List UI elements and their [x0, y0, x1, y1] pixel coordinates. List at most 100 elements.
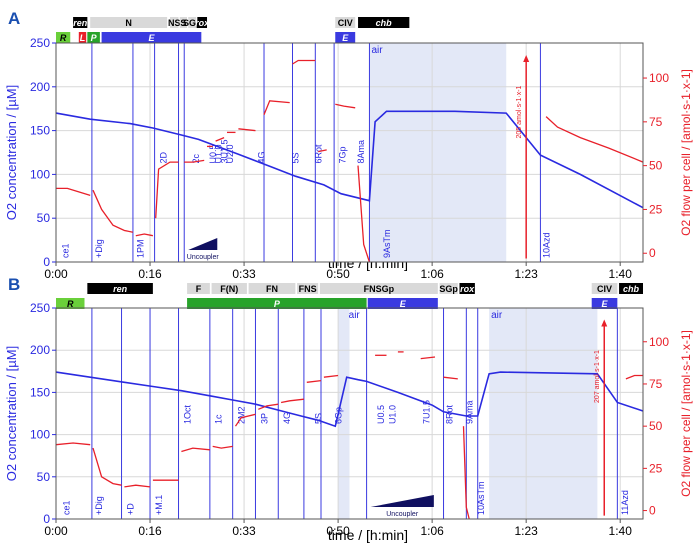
y-tick-label-right: 0 [649, 246, 656, 260]
event-label: +Dig [94, 239, 104, 258]
uncoupler-ramp [188, 238, 218, 250]
phase-bar [56, 298, 85, 309]
phase-bar-label: N [125, 18, 132, 28]
phase-bar [87, 32, 100, 43]
series-segment-o2-flow [420, 356, 436, 360]
phase-bar-label: chb [376, 18, 393, 28]
phase-bar [187, 283, 210, 294]
event-label: 6Rot [313, 144, 323, 164]
phase-bar [211, 283, 247, 294]
event-label: U0.5 [208, 144, 218, 163]
y-tick-label-right: 25 [649, 461, 663, 475]
event-label: +Dig [94, 496, 104, 515]
event-label: ce1 [62, 500, 72, 515]
phase-bar-label: FNSGp [364, 284, 395, 294]
phase-bar [319, 283, 438, 294]
y-axis-label-right: O2 flow per cell / [amol·s-1·x-1] [679, 69, 693, 236]
shaded-region [489, 308, 598, 519]
event-label: U1.0 [214, 144, 224, 163]
series-line-o2-concentration [55, 110, 644, 209]
phase-bar-label: ren [73, 18, 88, 28]
series-segment-o2-flow [545, 116, 644, 163]
x-tick-label: 0:33 [232, 267, 256, 281]
y-tick-label-left: 100 [30, 428, 50, 442]
event-label: 8Ama [356, 140, 366, 164]
series-segment-o2-flow [335, 103, 356, 109]
phase-bar [335, 32, 356, 43]
event-label: ce1 [60, 243, 70, 258]
series-segment-o2-flow [234, 413, 256, 427]
phase-bar-label: CIV [338, 18, 353, 28]
event-label: air [491, 310, 503, 321]
x-tick-label: 0:50 [326, 267, 350, 281]
event-label: U1.0 [388, 405, 398, 424]
phase-bar [169, 17, 179, 28]
y-tick-label-right: 0 [649, 504, 656, 518]
plot-frame [55, 42, 644, 263]
event-label: 2M2 [237, 407, 247, 425]
x-tick-label: 1:40 [609, 267, 633, 281]
x-tick-label: 0:50 [326, 524, 350, 538]
phase-bar [591, 298, 618, 309]
y-tick-label-right: 100 [649, 335, 669, 349]
x-tick-label: 0:00 [44, 267, 68, 281]
y-tick-label-left: 150 [30, 385, 50, 399]
event-label: 8Rot [445, 405, 455, 425]
series-segment-o2-flow [323, 374, 339, 378]
event-label: 7Gp [337, 146, 347, 163]
phase-bar [188, 17, 197, 28]
y-tick-label-right: 100 [649, 71, 669, 85]
phase-bar-label: FNS [299, 284, 317, 294]
x-tick-label: 1:23 [514, 524, 538, 538]
phase-bar [335, 17, 356, 28]
y-axis-label-left: O2 concentration / [µM] [4, 346, 19, 481]
phase-bar [78, 32, 87, 43]
x-axis-label: time / [h:min] [328, 527, 408, 543]
series-segment-o2-flow [212, 445, 233, 449]
plot-area [56, 43, 643, 262]
event-label: 5S [313, 413, 323, 424]
series-segment-o2-flow [280, 398, 304, 404]
y-tick-label-left: 100 [30, 167, 50, 181]
series-segment-o2-flow [292, 59, 316, 65]
phase-bar-label: SGp [439, 284, 458, 294]
phase-bar [197, 17, 208, 28]
x-tick-label: 0:16 [138, 267, 162, 281]
y-axis-label-left: O2 concentration / [µM] [4, 85, 19, 220]
series-segment-o2-flow [625, 374, 643, 380]
y-axis-label-right: O2 flow per cell / [amol·s-1·x-1] [679, 330, 693, 497]
series-segment-o2-flow [135, 233, 154, 237]
series-segment-o2-flow [306, 379, 322, 383]
phase-bar-label: F [196, 284, 202, 294]
phase-bar [90, 17, 168, 28]
y-tick-label-left: 50 [37, 211, 51, 225]
series-segment-o2-flow [238, 128, 256, 132]
event-label: +D [125, 503, 135, 515]
event-label: 3U1.5 [219, 139, 229, 163]
x-tick-label: 0:16 [138, 524, 162, 538]
annotation-label: 205 amol·s-1·x-1 [516, 85, 523, 138]
phase-bar-label: E [148, 33, 155, 43]
y-tick-label-right: 75 [649, 377, 663, 391]
series-segment-o2-flow [92, 447, 122, 486]
event-label: 1c [214, 414, 224, 424]
x-tick-label: 0:00 [44, 524, 68, 538]
phase-bar [87, 283, 153, 294]
series-segment-o2-flow [258, 403, 279, 410]
phase-bar-label: FN [266, 284, 278, 294]
phase-bar-label: chb [623, 284, 640, 294]
event-label: 3P [259, 413, 269, 424]
phase-bar-label: CIV [597, 284, 612, 294]
series-segment-o2-flow [155, 161, 179, 219]
phase-bar [56, 32, 71, 43]
series-segment-o2-flow [55, 442, 91, 446]
annotation-arrow-head [601, 319, 608, 327]
event-label: 5S [291, 152, 301, 163]
y-tick-label-left: 200 [30, 343, 50, 357]
phase-bar [459, 283, 475, 294]
phase-bar [439, 283, 458, 294]
event-label: 2D [158, 151, 168, 163]
event-label: 2c [191, 153, 201, 163]
